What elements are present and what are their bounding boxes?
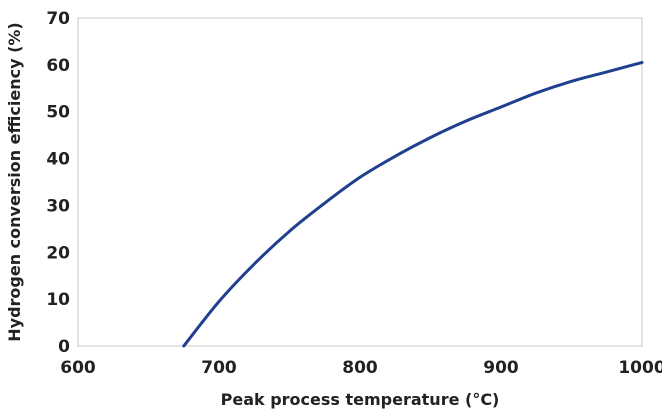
y-axis-title: Hydrogen conversion efficiency (%): [5, 22, 24, 341]
x-tick-label: 900: [483, 358, 519, 378]
x-axis-ticks: 600 700 800 900 1000: [60, 358, 662, 378]
y-tick-label: 40: [46, 150, 70, 170]
x-tick-label: 1000: [618, 358, 662, 378]
x-tick-label: 800: [342, 358, 378, 378]
y-tick-label: 0: [58, 337, 70, 357]
x-axis-title: Peak process temperature (°C): [221, 390, 500, 409]
series-line: [182, 61, 644, 348]
y-tick-label: 30: [46, 196, 70, 216]
y-tick-label: 60: [46, 56, 70, 76]
y-tick-label: 70: [46, 9, 70, 29]
x-tick-label: 600: [60, 358, 96, 378]
y-tick-label: 20: [46, 243, 70, 263]
y-tick-label: 10: [46, 290, 70, 310]
y-axis-ticks: 0 10 20 30 40 50 60 70: [46, 9, 70, 357]
plot-area: [77, 17, 643, 347]
x-tick-label: 700: [201, 358, 237, 378]
y-tick-label: 50: [46, 103, 70, 123]
